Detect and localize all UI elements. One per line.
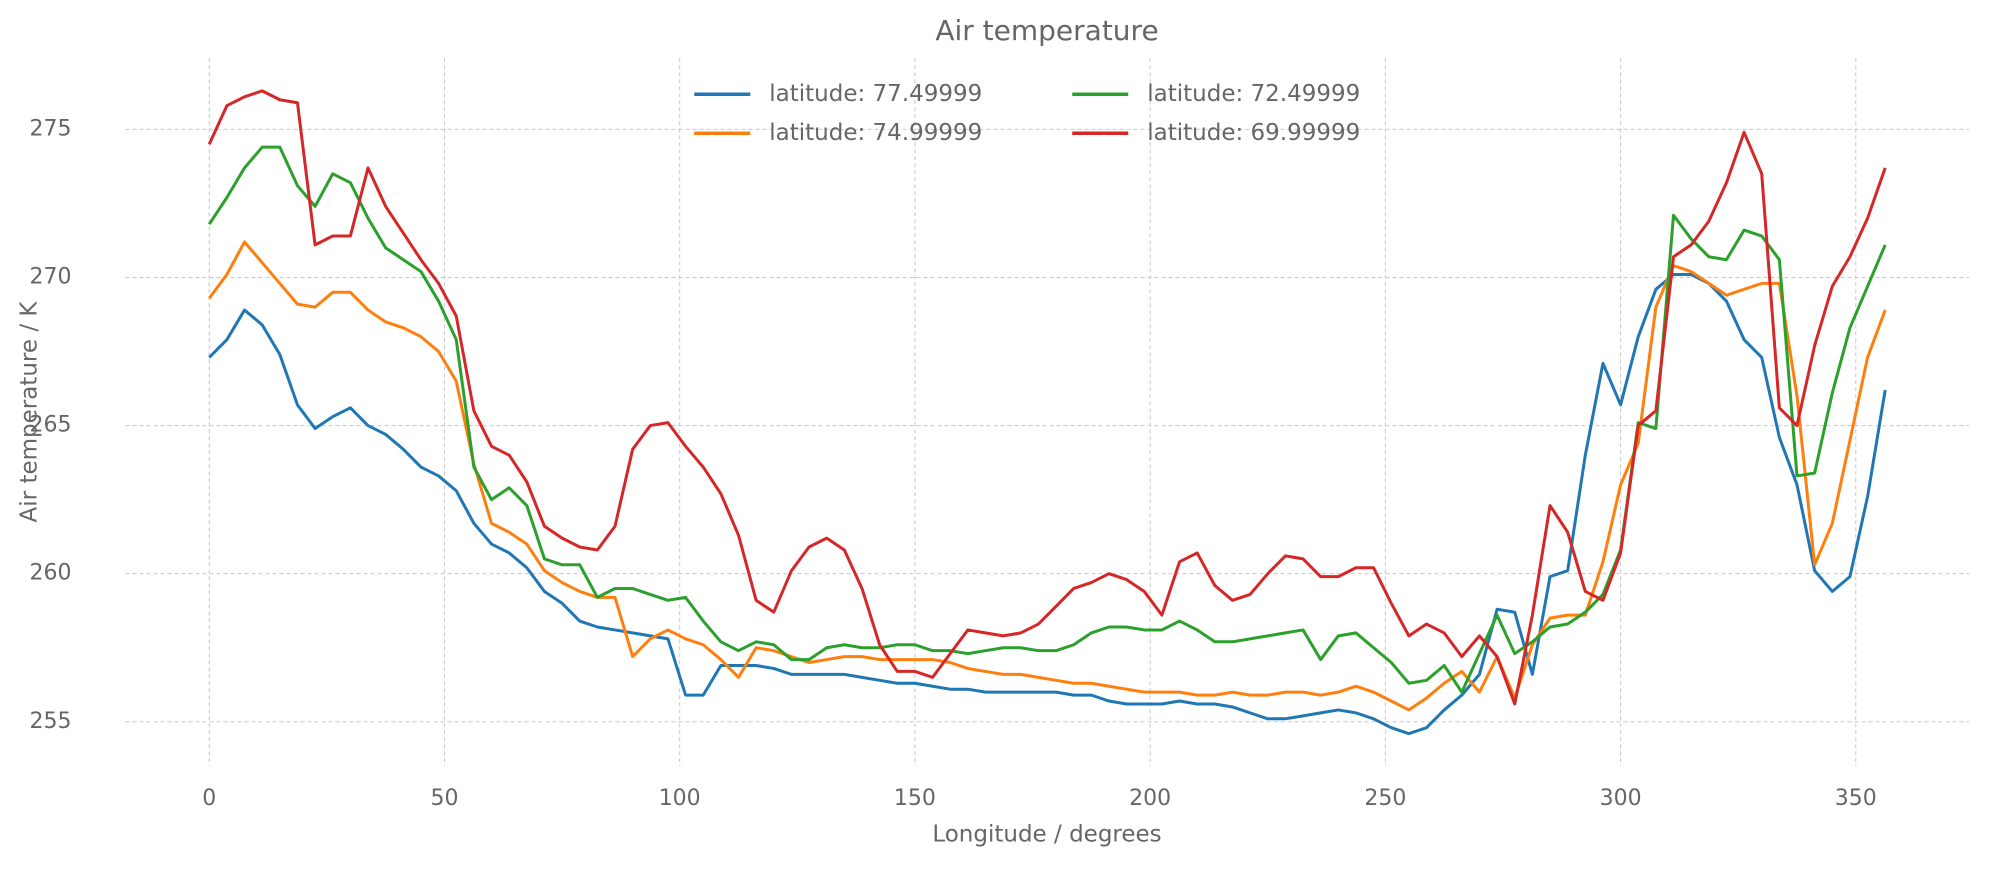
x-tick-label: 200 [1129,786,1171,811]
series-line [207,145,1887,694]
x-tick-label: 300 [1600,786,1642,811]
legend-label: latitude: 69.99999 [1147,120,1360,146]
chart-title: Air temperature [935,14,1158,47]
y-axis-label: Air temperature / K [17,301,43,523]
x-axis-label: Longitude / degrees [932,822,1161,848]
legend-label: latitude: 77.49999 [769,81,982,107]
legend-label: latitude: 74.99999 [769,120,982,146]
x-tick-label: 150 [894,786,936,811]
x-tick-label: 350 [1835,786,1877,811]
y-tick-label: 275 [30,116,72,141]
y-tick-label: 255 [30,709,72,734]
y-tick-label: 270 [30,264,72,289]
x-tick-label: 250 [1364,786,1406,811]
series-line [208,240,1887,712]
y-tick-label: 260 [30,561,72,586]
x-tick-label: 100 [659,786,701,811]
x-tick-label: 0 [202,786,216,811]
legend-label: latitude: 72.49999 [1147,81,1360,107]
series-line [207,89,1887,706]
x-tick-label: 50 [430,786,458,811]
series-line [208,273,1887,736]
y-tick-label: 265 [30,413,72,438]
